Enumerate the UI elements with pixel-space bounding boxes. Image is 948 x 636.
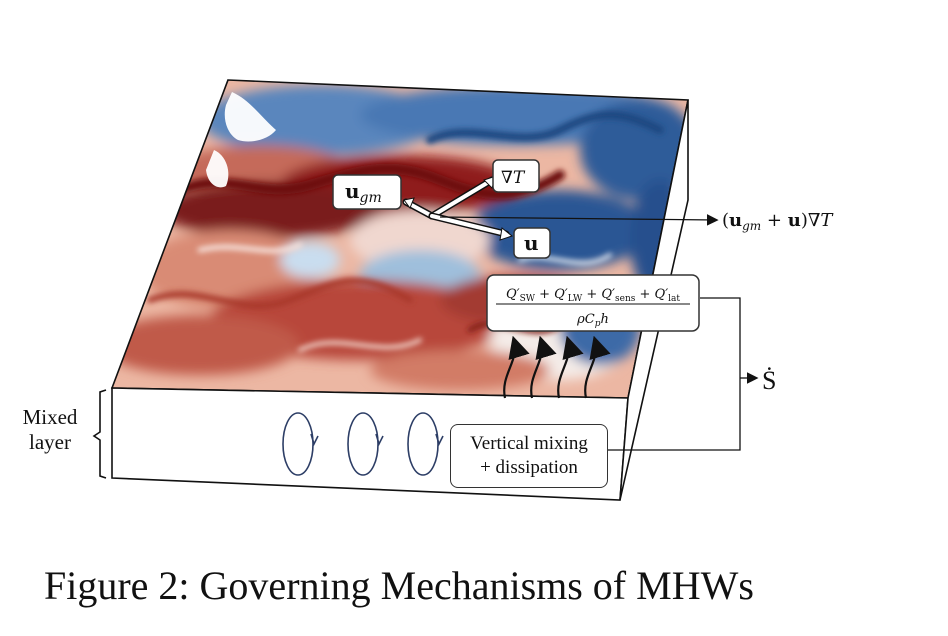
mixed-layer-bracket: [92, 389, 107, 479]
mixed-layer-label-line1: Mixed: [22, 405, 78, 429]
mixed-layer-label-line2: layer: [29, 430, 71, 454]
vertical-mixing-line2: + dissipation: [480, 457, 578, 478]
heat-flux-arrows: [503, 335, 611, 399]
advection-term: (ugm + u)∇T: [722, 210, 834, 233]
grad-t-tag: [492, 159, 540, 193]
grad-t-label: ∇T: [501, 168, 526, 188]
u-gm-tag: [332, 174, 402, 210]
heat-flux-numerator: Q′SW + Q′LW + Q′sens + Q′lat: [506, 287, 680, 304]
heat-flux-box: [486, 274, 700, 332]
source-connector: [606, 297, 759, 451]
advection-arrow: [439, 214, 719, 226]
eddy-icon: [282, 412, 444, 476]
u-tag: [513, 227, 551, 259]
mixed-layer-label: Mixed layer: [18, 405, 82, 455]
vertical-mixing-line1: Vertical mixing: [470, 433, 588, 454]
heat-flux-denominator: ρCph: [576, 312, 609, 329]
velocity-arrows: [402, 175, 514, 241]
ocean-temperature-field: [112, 80, 688, 398]
figure-caption: Figure 2: Governing Mechanisms of MHWs: [44, 563, 754, 608]
u-label: u: [524, 231, 539, 255]
vertical-mixing-box: Vertical mixing + dissipation: [450, 424, 608, 488]
source-term: Ṡ: [762, 366, 776, 395]
